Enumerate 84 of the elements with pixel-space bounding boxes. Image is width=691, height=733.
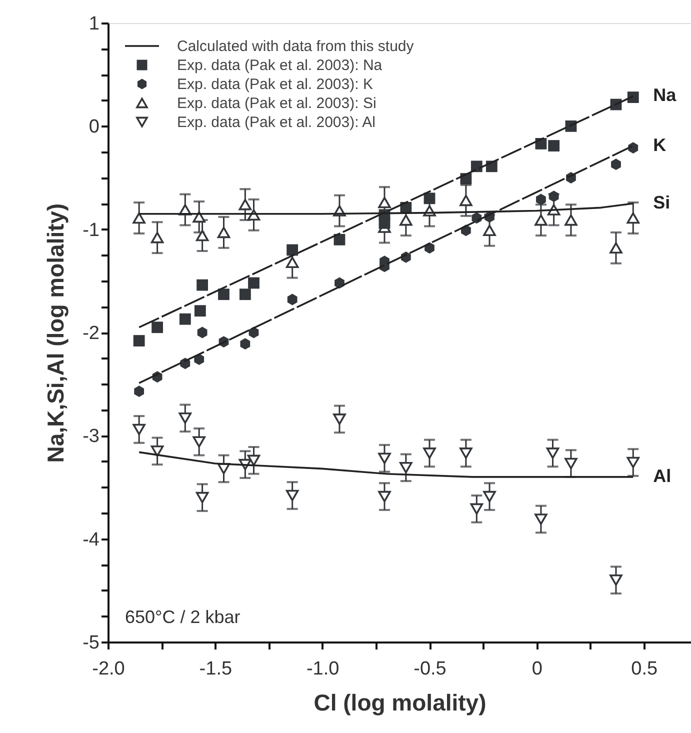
point [247, 454, 260, 466]
point [536, 194, 546, 206]
series-label: K [653, 134, 666, 155]
point [378, 490, 391, 502]
point [197, 326, 208, 338]
y-tick-label: 0 [88, 116, 100, 138]
x-tick-label: -0.5 [414, 658, 446, 680]
point [548, 140, 560, 152]
point [192, 211, 206, 223]
point [378, 196, 391, 208]
legend-label: Exp. data (Pak et al. 2003): Na [177, 57, 383, 74]
point [248, 326, 259, 338]
point [483, 490, 496, 502]
series-label: Al [653, 466, 672, 486]
point [610, 574, 622, 586]
point [286, 256, 299, 268]
x-axis-title: Cl (log molality) [314, 690, 486, 716]
point [334, 234, 346, 246]
point [286, 490, 299, 502]
x-tick-label: -2.0 [92, 658, 125, 680]
point [150, 446, 164, 457]
point [287, 294, 298, 306]
point [626, 456, 640, 468]
y-tick-label: -4 [82, 529, 100, 550]
point [334, 277, 344, 289]
annotation: 650°C / 2 kbar [125, 607, 240, 627]
y-axis-title: Na,K,Si,Al (log molality) [42, 203, 69, 463]
point [460, 448, 472, 459]
point [240, 338, 250, 350]
annotation: Calculated with data from this study [177, 38, 414, 55]
point [626, 212, 640, 224]
legend-label: Exp. data (Pak et al. 2003): Si [177, 95, 376, 112]
point [627, 92, 639, 103]
point [378, 452, 391, 464]
point [546, 448, 560, 459]
point [564, 458, 578, 470]
legend-label: Exp. data (Pak et al. 2003): K [177, 76, 373, 93]
point [534, 214, 548, 226]
x-tick-label: -1.0 [306, 658, 340, 680]
point [248, 277, 260, 289]
y-tick-label: -1 [82, 220, 100, 241]
point [548, 190, 559, 202]
point [460, 194, 472, 206]
y-tick-label: -2 [82, 323, 100, 344]
point [133, 335, 145, 346]
x-tick-label: 0 [532, 658, 542, 680]
point [424, 192, 436, 204]
point [400, 462, 412, 474]
y-tick-label: -3 [82, 426, 100, 448]
point [150, 232, 164, 244]
point [217, 226, 230, 238]
point [179, 313, 191, 325]
point [534, 514, 548, 525]
series-label: Na [653, 85, 678, 106]
point [196, 492, 209, 504]
point [564, 214, 578, 226]
point [192, 436, 206, 448]
point [196, 279, 208, 291]
point [152, 322, 163, 334]
legend-label: Exp. data (Pak et al. 2003): Al [177, 114, 376, 131]
series-label: Si [653, 192, 670, 213]
point [286, 244, 298, 256]
point [628, 142, 638, 154]
point [239, 288, 251, 300]
point [333, 414, 346, 425]
point [218, 288, 230, 300]
point [423, 448, 436, 459]
x-tick-label: -1.5 [199, 658, 232, 680]
point [483, 224, 496, 236]
x-tick-label: 0.5 [631, 658, 658, 680]
point [196, 230, 209, 242]
point [132, 212, 146, 224]
y-tick-label: 1 [88, 14, 100, 34]
y-tick-label: -5 [82, 632, 100, 654]
point [610, 242, 622, 254]
point [132, 424, 146, 436]
point [470, 503, 484, 515]
point [238, 198, 252, 210]
point [378, 217, 390, 229]
point [134, 386, 144, 398]
point [611, 158, 621, 170]
point [194, 305, 206, 317]
point [178, 412, 192, 424]
point [400, 214, 412, 226]
